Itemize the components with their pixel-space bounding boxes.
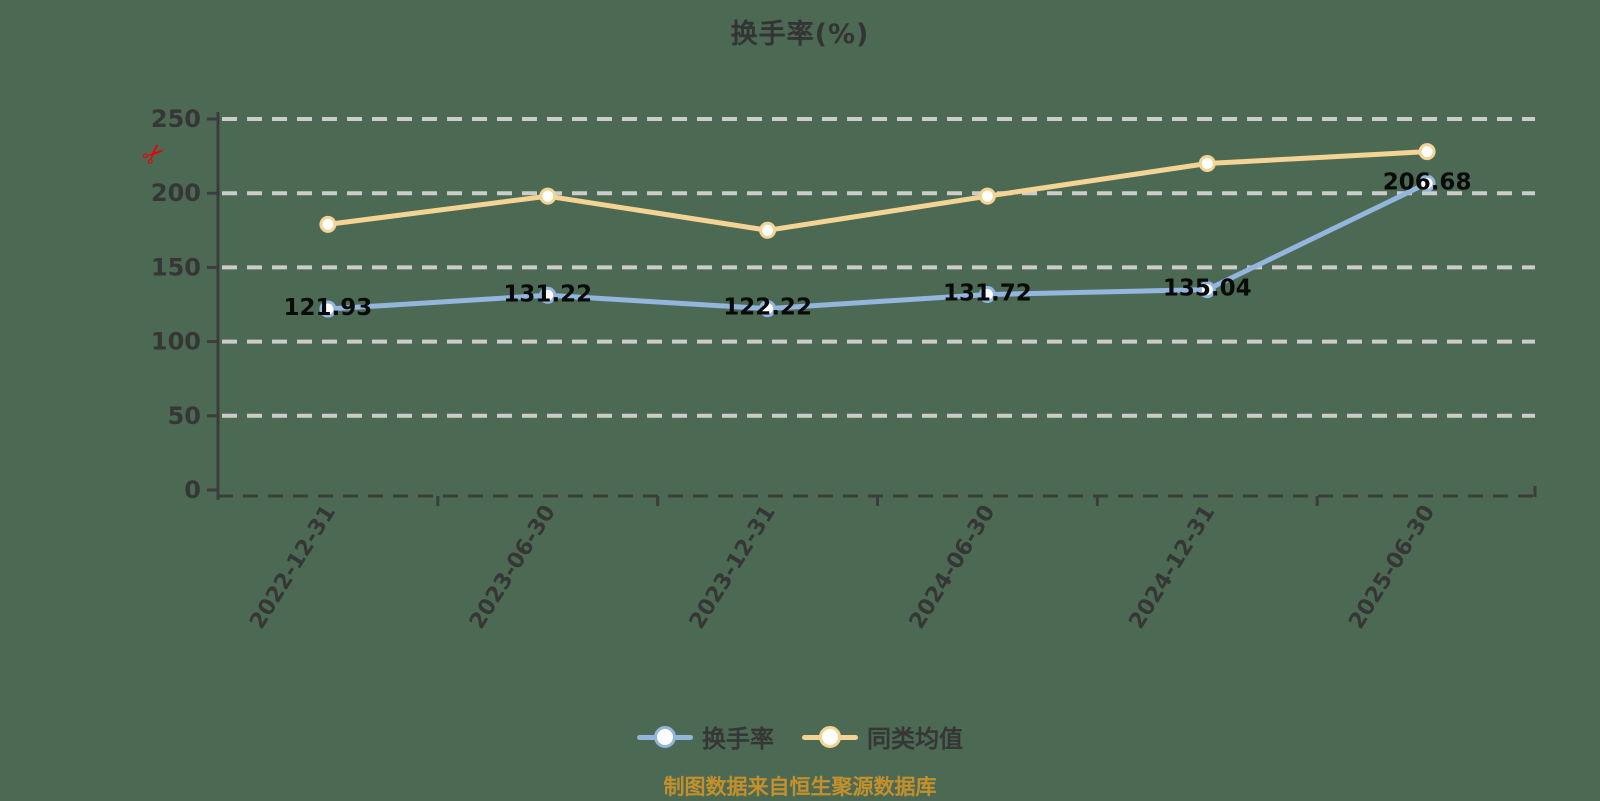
data-point[interactable] [1198, 281, 1216, 299]
data-point[interactable] [978, 286, 996, 304]
data-point[interactable] [759, 300, 777, 318]
x-tick-label: 2024-12-31 [1125, 501, 1221, 634]
y-tick-label: 250 [151, 105, 201, 133]
x-tick-label: 2023-12-31 [685, 501, 781, 634]
data-point[interactable] [1198, 155, 1216, 173]
data-point[interactable] [319, 215, 337, 233]
legend-item-label: 换手率 [702, 725, 774, 753]
legend-dot-icon [654, 725, 676, 748]
y-tick-label: 50 [168, 402, 201, 430]
data-point[interactable] [1418, 174, 1436, 192]
x-tick-label: 2025-06-30 [1344, 501, 1440, 634]
data-source-note: 制图数据来自恒生聚源数据库 [663, 775, 937, 799]
data-point[interactable] [759, 221, 777, 239]
legend-marker-peer-average [802, 725, 858, 748]
y-tick-label: 200 [151, 179, 201, 207]
y-tick-label: 150 [151, 253, 201, 281]
data-point[interactable] [1418, 143, 1436, 161]
series-line [325, 180, 1430, 312]
chart-title: 换手率(%) [730, 19, 870, 50]
series-line [325, 149, 1430, 233]
data-point[interactable] [978, 187, 996, 205]
legend-item-peer-average[interactable]: 同类均值 [802, 719, 963, 754]
x-tick-label: 2024-06-30 [905, 501, 1001, 634]
legend-item-label: 同类均值 [867, 725, 963, 753]
point-label: 131.72 [943, 281, 1032, 307]
point-label: 122.22 [723, 295, 812, 321]
x-tick-label: 2022-12-31 [245, 501, 341, 634]
data-point[interactable] [539, 286, 557, 304]
legend-marker-turnover [637, 725, 693, 748]
data-point[interactable] [539, 187, 557, 205]
legend: 换手率 同类均值 [0, 719, 1600, 754]
y-tick-label: 100 [151, 328, 201, 356]
point-label: 121.93 [284, 295, 373, 321]
point-label: 131.22 [503, 281, 592, 307]
point-label: 135.04 [1163, 276, 1252, 302]
legend-item-turnover[interactable]: 换手率 [637, 719, 774, 754]
x-tick-label: 2023-06-30 [465, 501, 561, 634]
data-point[interactable] [319, 300, 337, 318]
legend-dot-icon [819, 725, 841, 748]
y-tick-label: 0 [184, 476, 201, 504]
point-label: 206.68 [1383, 169, 1472, 195]
